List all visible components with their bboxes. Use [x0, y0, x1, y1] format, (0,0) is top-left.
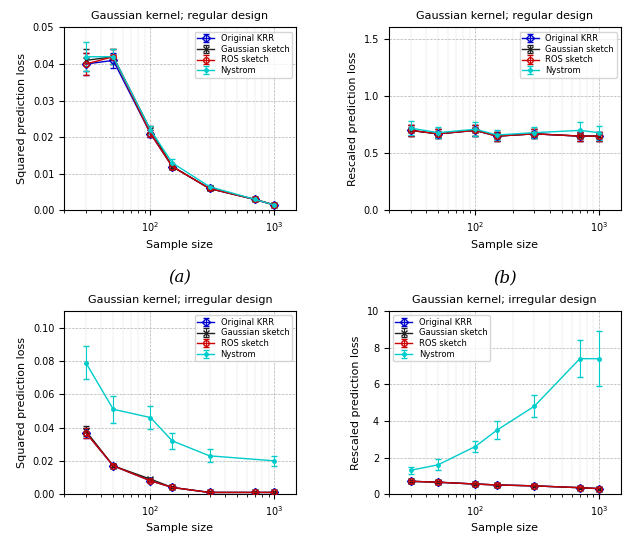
Title: Gaussian kernel; irregular design: Gaussian kernel; irregular design: [88, 295, 272, 305]
Y-axis label: Squared prediction loss: Squared prediction loss: [17, 53, 28, 184]
Legend: Original KRR, Gaussian sketch, ROS sketch, Nystrom: Original KRR, Gaussian sketch, ROS sketc…: [195, 315, 292, 361]
X-axis label: Sample size: Sample size: [147, 239, 214, 250]
Legend: Original KRR, Gaussian sketch, ROS sketch, Nystrom: Original KRR, Gaussian sketch, ROS sketc…: [520, 32, 616, 77]
Y-axis label: Squared prediction loss: Squared prediction loss: [17, 337, 28, 468]
Legend: Original KRR, Gaussian sketch, ROS sketch, Nystrom: Original KRR, Gaussian sketch, ROS sketc…: [393, 315, 490, 361]
Y-axis label: Rescaled prediction loss: Rescaled prediction loss: [351, 335, 361, 470]
Y-axis label: Rescaled prediction loss: Rescaled prediction loss: [348, 52, 358, 186]
X-axis label: Sample size: Sample size: [471, 239, 538, 250]
Title: Gaussian kernel; regular design: Gaussian kernel; regular design: [92, 11, 269, 21]
Text: (a): (a): [168, 269, 191, 286]
Text: (b): (b): [493, 269, 516, 286]
Title: Gaussian kernel; regular design: Gaussian kernel; regular design: [416, 11, 593, 21]
Legend: Original KRR, Gaussian sketch, ROS sketch, Nystrom: Original KRR, Gaussian sketch, ROS sketc…: [195, 32, 292, 77]
X-axis label: Sample size: Sample size: [471, 523, 538, 533]
Title: Gaussian kernel; irregular design: Gaussian kernel; irregular design: [413, 295, 597, 305]
X-axis label: Sample size: Sample size: [147, 523, 214, 533]
